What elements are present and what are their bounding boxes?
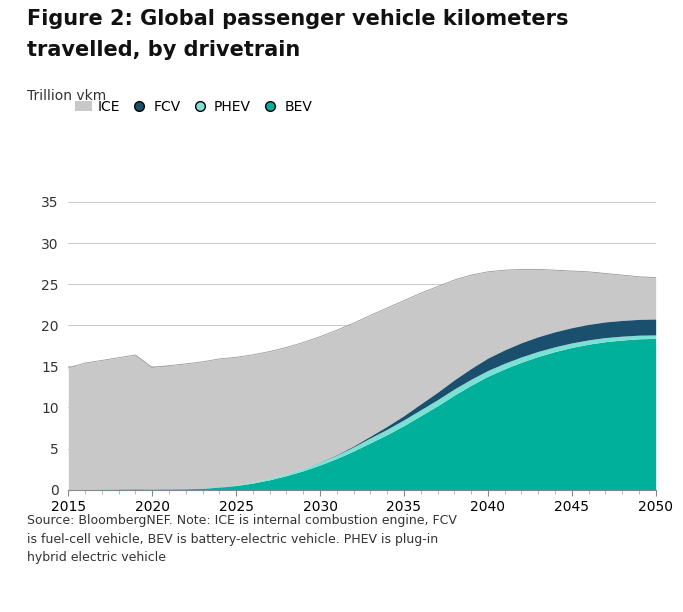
Text: Source: BloombergNEF. Note: ICE is internal combustion engine, FCV
is fuel-cell : Source: BloombergNEF. Note: ICE is inter…: [27, 514, 457, 564]
Text: travelled, by drivetrain: travelled, by drivetrain: [27, 40, 301, 60]
Legend: ICE, FCV, PHEV, BEV: ICE, FCV, PHEV, BEV: [75, 100, 312, 114]
Text: Figure 2: Global passenger vehicle kilometers: Figure 2: Global passenger vehicle kilom…: [27, 9, 569, 29]
Text: Trillion vkm: Trillion vkm: [27, 89, 107, 103]
